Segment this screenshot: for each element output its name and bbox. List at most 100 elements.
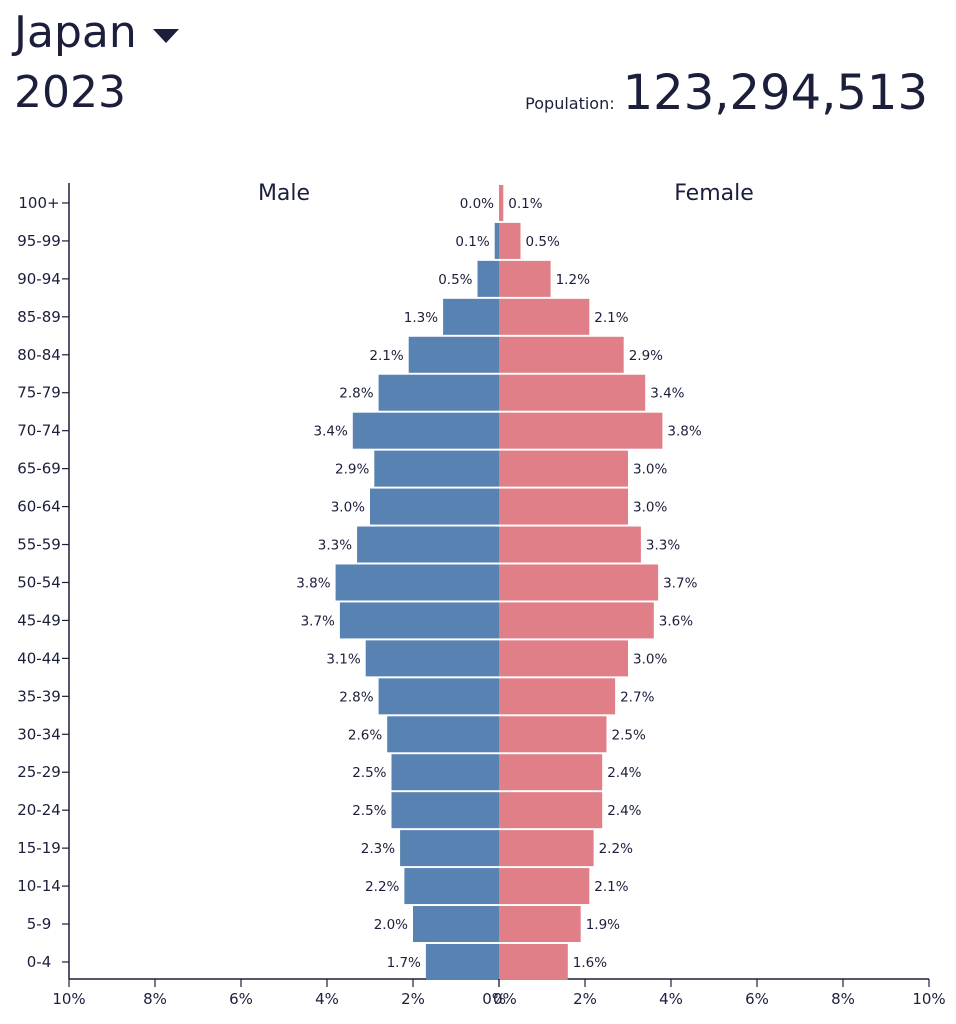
male-bar xyxy=(387,716,499,753)
country-name: Japan xyxy=(14,7,137,58)
female-value-label: 3.0% xyxy=(633,462,667,478)
male-value-label: 3.4% xyxy=(313,424,347,440)
male-bar xyxy=(339,602,499,639)
male-bar xyxy=(378,678,499,715)
age-group-label: 45-49 xyxy=(17,611,61,629)
male-value-label: 0.5% xyxy=(438,272,472,288)
female-value-label: 3.6% xyxy=(659,613,693,629)
male-value-label: 3.1% xyxy=(326,651,360,667)
age-group-label: 0-4 xyxy=(27,953,52,971)
female-value-label: 0.1% xyxy=(508,196,542,212)
male-bar xyxy=(352,412,499,449)
age-group-label: 20-24 xyxy=(17,801,61,819)
age-group-label: 10-14 xyxy=(17,877,61,895)
female-value-label: 1.9% xyxy=(586,917,620,933)
age-group-label: 70-74 xyxy=(17,422,61,440)
female-bar xyxy=(499,906,581,943)
age-group-label: 90-94 xyxy=(17,270,61,288)
x-tick-label: 10% xyxy=(912,990,945,1008)
age-group-label: 5-9 xyxy=(27,915,52,933)
female-bar xyxy=(499,260,551,297)
male-bar xyxy=(370,488,499,525)
age-group-label: 55-59 xyxy=(17,536,61,554)
age-group-label: 15-19 xyxy=(17,839,61,857)
female-bar xyxy=(499,184,504,221)
female-bar xyxy=(499,298,590,335)
female-value-label: 2.1% xyxy=(594,310,628,326)
male-bar xyxy=(374,450,499,487)
population: Population: 123,294,513 xyxy=(525,64,928,122)
female-bar xyxy=(499,716,607,753)
female-bar xyxy=(499,374,646,411)
x-tick-label: 10% xyxy=(52,990,85,1008)
male-value-label: 2.6% xyxy=(348,727,382,743)
female-bar xyxy=(499,488,628,525)
male-value-label: 1.7% xyxy=(387,955,421,971)
age-group-label: 30-34 xyxy=(17,725,61,743)
male-value-label: 2.0% xyxy=(374,917,408,933)
population-value: 123,294,513 xyxy=(622,65,928,121)
male-bar xyxy=(335,564,499,601)
male-bar xyxy=(391,754,499,791)
male-value-label: 1.3% xyxy=(404,310,438,326)
male-value-label: 3.3% xyxy=(318,538,352,554)
male-bar xyxy=(477,260,499,297)
female-bar xyxy=(499,564,659,601)
age-group-label: 75-79 xyxy=(17,384,61,402)
female-value-label: 3.7% xyxy=(663,575,697,591)
female-value-label: 3.3% xyxy=(646,538,680,554)
age-group-label: 85-89 xyxy=(17,308,61,326)
country-selector[interactable]: Japan xyxy=(14,4,179,62)
male-value-label: 2.1% xyxy=(369,348,403,364)
male-value-label: 2.9% xyxy=(335,462,369,478)
female-value-label: 2.9% xyxy=(629,348,663,364)
x-tick-label: 0% xyxy=(482,990,506,1008)
female-bar xyxy=(499,336,624,373)
caret-down-icon[interactable] xyxy=(152,29,179,43)
male-bar xyxy=(391,792,499,829)
female-bar xyxy=(499,830,594,867)
male-bar xyxy=(408,336,499,373)
year-label: 2023 xyxy=(14,67,126,118)
female-bar xyxy=(499,222,521,259)
male-bar xyxy=(365,640,499,677)
female-bar xyxy=(499,526,641,563)
female-bar xyxy=(499,640,628,677)
male-bar xyxy=(400,830,499,867)
female-value-label: 2.2% xyxy=(599,841,633,857)
male-value-label: 3.7% xyxy=(301,613,335,629)
female-bar xyxy=(499,678,616,715)
female-value-label: 0.5% xyxy=(526,234,560,250)
legend-female: Female xyxy=(674,181,754,206)
male-value-label: 0.1% xyxy=(455,234,489,250)
male-bar xyxy=(404,868,499,905)
female-bar xyxy=(499,602,654,639)
male-value-label: 0.0% xyxy=(460,196,494,212)
female-value-label: 2.7% xyxy=(620,689,654,705)
female-value-label: 2.5% xyxy=(612,727,646,743)
male-bar xyxy=(413,906,499,943)
female-bar xyxy=(499,868,590,905)
male-value-label: 2.5% xyxy=(352,765,386,781)
male-value-label: 3.0% xyxy=(331,500,365,516)
female-value-label: 3.0% xyxy=(633,651,667,667)
x-tick-label: 2% xyxy=(573,990,597,1008)
female-value-label: 3.0% xyxy=(633,500,667,516)
x-tick-label: 4% xyxy=(315,990,339,1008)
female-value-label: 1.2% xyxy=(556,272,590,288)
female-value-label: 3.8% xyxy=(667,424,701,440)
female-value-label: 2.4% xyxy=(607,803,641,819)
x-tick-label: 2% xyxy=(401,990,425,1008)
age-group-label: 80-84 xyxy=(17,346,61,364)
age-group-label: 65-69 xyxy=(17,460,61,478)
age-group-label: 40-44 xyxy=(17,649,61,667)
male-value-label: 3.8% xyxy=(296,575,330,591)
x-tick-label: 6% xyxy=(229,990,253,1008)
x-tick-label: 8% xyxy=(143,990,167,1008)
male-bar xyxy=(425,943,499,980)
female-bar xyxy=(499,943,568,980)
male-bar xyxy=(443,298,499,335)
male-bar xyxy=(378,374,499,411)
female-value-label: 3.4% xyxy=(650,386,684,402)
age-group-label: 100+ xyxy=(18,194,59,212)
